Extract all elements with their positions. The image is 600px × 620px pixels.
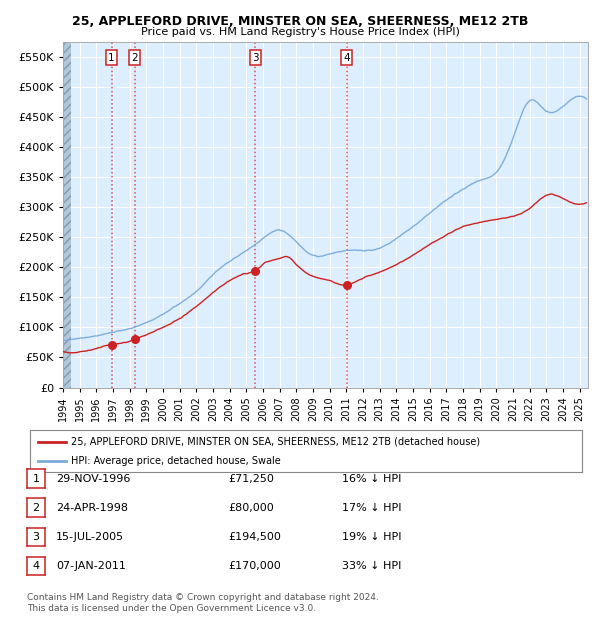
Bar <box>55 42 71 388</box>
Text: £80,000: £80,000 <box>228 503 274 513</box>
Text: 25, APPLEFORD DRIVE, MINSTER ON SEA, SHEERNESS, ME12 2TB (detached house): 25, APPLEFORD DRIVE, MINSTER ON SEA, SHE… <box>71 436 481 446</box>
Text: Contains HM Land Registry data © Crown copyright and database right 2024.
This d: Contains HM Land Registry data © Crown c… <box>27 593 379 613</box>
Text: 24-APR-1998: 24-APR-1998 <box>56 503 128 513</box>
Text: 2: 2 <box>32 503 40 513</box>
Text: Price paid vs. HM Land Registry's House Price Index (HPI): Price paid vs. HM Land Registry's House … <box>140 27 460 37</box>
Text: 33% ↓ HPI: 33% ↓ HPI <box>342 561 401 571</box>
Text: 17% ↓ HPI: 17% ↓ HPI <box>342 503 401 513</box>
Text: 15-JUL-2005: 15-JUL-2005 <box>56 532 124 542</box>
Text: 3: 3 <box>252 53 259 63</box>
Text: 4: 4 <box>32 561 40 571</box>
Bar <box>55 42 71 388</box>
Text: 16% ↓ HPI: 16% ↓ HPI <box>342 474 401 484</box>
Text: 25, APPLEFORD DRIVE, MINSTER ON SEA, SHEERNESS, ME12 2TB: 25, APPLEFORD DRIVE, MINSTER ON SEA, SHE… <box>72 15 528 28</box>
Text: £170,000: £170,000 <box>228 561 281 571</box>
Text: 19% ↓ HPI: 19% ↓ HPI <box>342 532 401 542</box>
Text: 07-JAN-2011: 07-JAN-2011 <box>56 561 125 571</box>
Text: 1: 1 <box>108 53 115 63</box>
Text: 2: 2 <box>131 53 138 63</box>
Text: 1: 1 <box>32 474 40 484</box>
Text: £194,500: £194,500 <box>228 532 281 542</box>
Text: HPI: Average price, detached house, Swale: HPI: Average price, detached house, Swal… <box>71 456 281 466</box>
Text: 29-NOV-1996: 29-NOV-1996 <box>56 474 130 484</box>
Text: £71,250: £71,250 <box>228 474 274 484</box>
Text: 4: 4 <box>343 53 350 63</box>
Text: 3: 3 <box>32 532 40 542</box>
